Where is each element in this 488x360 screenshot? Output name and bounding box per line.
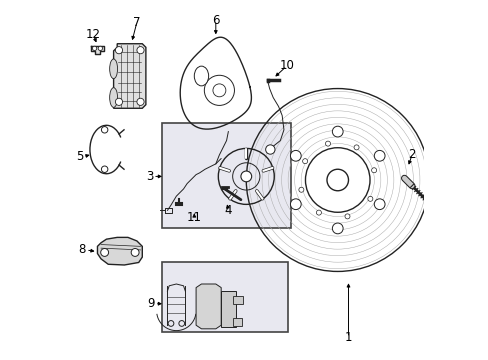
Circle shape [204, 75, 234, 105]
Circle shape [98, 46, 102, 50]
Circle shape [101, 248, 108, 256]
Ellipse shape [194, 66, 208, 86]
Circle shape [353, 145, 358, 150]
Circle shape [131, 248, 139, 256]
Circle shape [371, 168, 376, 173]
FancyBboxPatch shape [233, 318, 242, 326]
Circle shape [326, 169, 348, 191]
FancyBboxPatch shape [162, 123, 290, 228]
Circle shape [137, 46, 144, 54]
Circle shape [302, 159, 307, 164]
Text: 5: 5 [76, 150, 83, 163]
Circle shape [373, 199, 384, 210]
Ellipse shape [109, 87, 117, 107]
Polygon shape [196, 284, 221, 329]
Text: 3: 3 [145, 170, 153, 183]
Circle shape [344, 214, 349, 219]
Text: 2: 2 [408, 148, 415, 161]
Circle shape [325, 141, 330, 146]
Circle shape [92, 46, 97, 50]
Circle shape [332, 126, 343, 137]
Ellipse shape [109, 59, 117, 79]
FancyBboxPatch shape [233, 296, 243, 305]
Circle shape [115, 98, 122, 105]
Circle shape [241, 171, 251, 182]
Circle shape [332, 223, 343, 234]
Circle shape [115, 46, 122, 54]
Polygon shape [97, 237, 142, 265]
Text: 6: 6 [212, 14, 219, 27]
Circle shape [367, 196, 372, 201]
Polygon shape [113, 44, 145, 108]
Circle shape [298, 187, 303, 192]
Circle shape [137, 98, 144, 105]
Text: 9: 9 [147, 297, 155, 310]
Polygon shape [91, 46, 104, 54]
Circle shape [290, 150, 301, 161]
Polygon shape [221, 291, 235, 327]
Text: 7: 7 [133, 16, 141, 29]
Circle shape [290, 199, 301, 210]
Text: 1: 1 [344, 331, 351, 344]
Circle shape [265, 145, 274, 154]
Text: 12: 12 [85, 28, 101, 41]
Text: 8: 8 [79, 243, 86, 256]
Text: 11: 11 [186, 211, 202, 224]
FancyBboxPatch shape [162, 262, 287, 332]
Circle shape [316, 210, 321, 215]
Text: 10: 10 [279, 59, 294, 72]
Text: 4: 4 [224, 204, 232, 217]
Circle shape [373, 150, 384, 161]
